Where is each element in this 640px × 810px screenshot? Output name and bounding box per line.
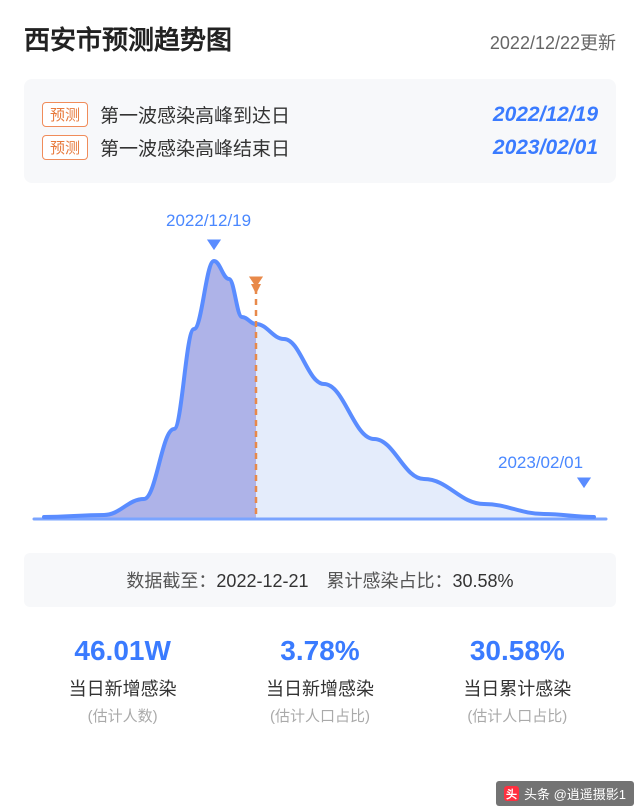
update-date: 2022/12/22更新 (490, 29, 616, 55)
prediction-row: 预测 第一波感染高峰结束日 2023/02/01 (42, 134, 598, 161)
predict-label: 第一波感染高峰到达日 (100, 101, 493, 128)
stat-value: 3.78% (221, 635, 418, 667)
trend-chart: 2022/12/19 2023/02/01 (24, 189, 616, 549)
prediction-row: 预测 第一波感染高峰到达日 2022/12/19 (42, 101, 598, 128)
watermark: 头 头条 @逍遥摄影1 (496, 781, 634, 806)
stat-block: 46.01W 当日新增感染 (估计人数) (24, 635, 221, 726)
predict-date: 2023/02/01 (493, 136, 598, 160)
cutoff-date: 2022-12-21 (216, 571, 308, 591)
stat-block: 30.58% 当日累计感染 (估计人口占比) (419, 635, 616, 726)
stat-value: 30.58% (419, 635, 616, 667)
stats-row: 46.01W 当日新增感染 (估计人数) 3.78% 当日新增感染 (估计人口占… (24, 635, 616, 726)
predict-date: 2022/12/19 (493, 103, 598, 127)
prediction-box: 预测 第一波感染高峰到达日 2022/12/19 预测 第一波感染高峰结束日 2… (24, 79, 616, 183)
chart-svg (24, 189, 616, 549)
stat-label: 当日新增感染 (24, 675, 221, 701)
page-title: 西安市预测趋势图 (24, 20, 232, 57)
peak-date-label: 2022/12/19 (166, 211, 251, 231)
ratio-label: 累计感染占比： (327, 571, 453, 591)
predict-label: 第一波感染高峰结束日 (100, 134, 493, 161)
watermark-text: 头条 @逍遥摄影1 (524, 784, 626, 803)
stat-sublabel: (估计人口占比) (221, 705, 418, 726)
predict-tag: 预测 (42, 135, 88, 160)
watermark-icon: 头 (504, 786, 519, 801)
stat-value: 46.01W (24, 635, 221, 667)
stat-label: 当日累计感染 (419, 675, 616, 701)
stat-label: 当日新增感染 (221, 675, 418, 701)
data-cutoff-note: 数据截至：2022-12-21 累计感染占比：30.58% (24, 553, 616, 607)
ratio-value: 30.58% (453, 571, 514, 591)
stat-sublabel: (估计人数) (24, 705, 221, 726)
cutoff-label: 数据截至： (126, 571, 216, 591)
stat-block: 3.78% 当日新增感染 (估计人口占比) (221, 635, 418, 726)
end-date-label: 2023/02/01 (498, 453, 583, 473)
predict-tag: 预测 (42, 102, 88, 127)
stat-sublabel: (估计人口占比) (419, 705, 616, 726)
